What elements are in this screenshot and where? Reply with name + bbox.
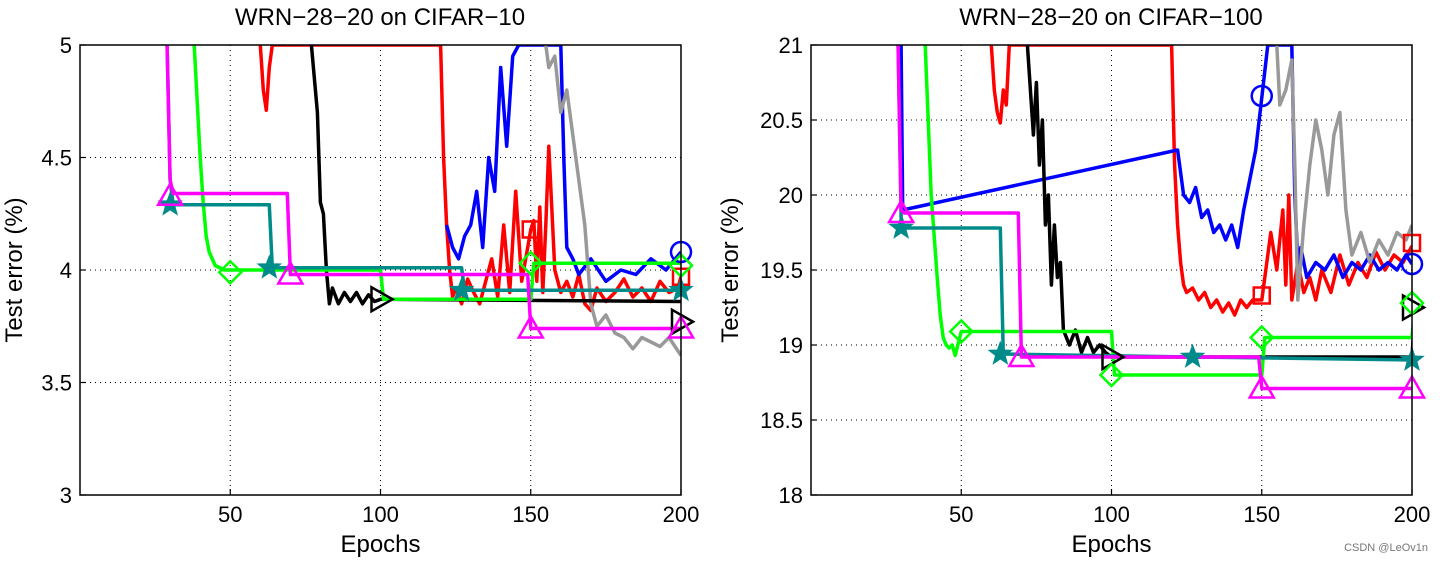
series-marker-5-0	[888, 214, 914, 239]
y-tick-label-0: 3	[60, 483, 72, 508]
series-marker-3-1	[670, 307, 696, 336]
x-tick-label-0: 50	[949, 502, 973, 527]
series-marker-4-2	[1248, 324, 1275, 351]
marker-group	[886, 84, 1427, 399]
chart-title: WRN−28−20 on CIFAR−100	[959, 4, 1263, 31]
x-axis-label: Epochs	[1071, 531, 1151, 558]
series-line-2	[1275, 45, 1412, 302]
y-tick-label-0: 18	[779, 483, 803, 508]
series-line-5	[165, 45, 681, 293]
series-group	[165, 45, 681, 357]
series-line-1	[899, 45, 1412, 280]
series-marker-6-2	[516, 313, 545, 339]
series-marker-5-1	[256, 254, 283, 279]
series-marker-3-0	[1101, 342, 1127, 372]
series-marker-0-0	[1252, 286, 1271, 305]
series-marker-4-0	[948, 318, 975, 345]
y-tick-label-3: 4.5	[41, 146, 72, 171]
series-marker-6-1	[276, 259, 305, 285]
y-tick-label-4: 20	[779, 183, 803, 208]
series-marker-6-0	[886, 198, 916, 224]
series-marker-6-2	[1247, 373, 1276, 399]
y-tick-label-5: 20.5	[760, 108, 803, 133]
x-tick-label-1: 100	[362, 502, 399, 527]
series-marker-3-0	[370, 285, 396, 314]
y-axis-label: Test error (%)	[1, 197, 28, 342]
y-tick-label-6: 21	[779, 33, 803, 58]
x-tick-label-2: 150	[512, 502, 549, 527]
chart-title: WRN−28−20 on CIFAR−10	[235, 4, 525, 31]
series-line-6	[896, 45, 1412, 391]
x-tick-label-2: 150	[1243, 502, 1280, 527]
series-marker-5-1	[987, 340, 1014, 365]
marker-group	[155, 181, 696, 339]
series-marker-0-0	[521, 220, 540, 239]
series-marker-4-1	[517, 250, 544, 277]
series-marker-4-1	[1098, 362, 1125, 388]
y-tick-label-2: 19	[779, 333, 803, 358]
x-tick-label-3: 200	[663, 502, 700, 527]
series-line-0	[989, 45, 1412, 317]
series-group	[896, 45, 1412, 391]
series-line-5	[896, 45, 1412, 362]
x-axis-label: Epochs	[340, 531, 420, 558]
x-tick-label-1: 100	[1093, 502, 1130, 527]
series-marker-4-0	[217, 259, 244, 286]
chart-panel-cifar10: 50 100 150 200 3 3.5 4 4.5 5 WRN−28−20 on CIFAR−1…	[1, 4, 699, 558]
series-line-1	[444, 45, 681, 284]
y-tick-label-4: 5	[60, 33, 72, 58]
series-marker-1-0	[1250, 84, 1273, 108]
series-marker-6-0	[155, 181, 185, 206]
series-marker-6-1	[1007, 342, 1036, 368]
y-tick-label-1: 3.5	[41, 371, 72, 396]
series-marker-5-2	[1179, 343, 1206, 368]
y-tick-label-2: 4	[60, 258, 72, 283]
x-tick-label-3: 200	[1394, 502, 1431, 527]
series-line-4	[923, 45, 1412, 377]
series-marker-5-2	[448, 276, 475, 302]
series-line-2	[544, 45, 681, 357]
x-tick-label-0: 50	[218, 502, 242, 527]
y-axis-label: Test error (%)	[717, 197, 744, 342]
chart-panel-cifar100: 50 100 150 200 18 18.5 19 19.5 20 20.5 21 WRN−28−20…	[717, 4, 1430, 558]
series-line-6	[165, 45, 681, 331]
y-tick-label-3: 19.5	[760, 258, 803, 283]
watermark-text: CSDN @LeOv1n	[1344, 542, 1428, 554]
y-tick-label-1: 18.5	[760, 408, 803, 433]
